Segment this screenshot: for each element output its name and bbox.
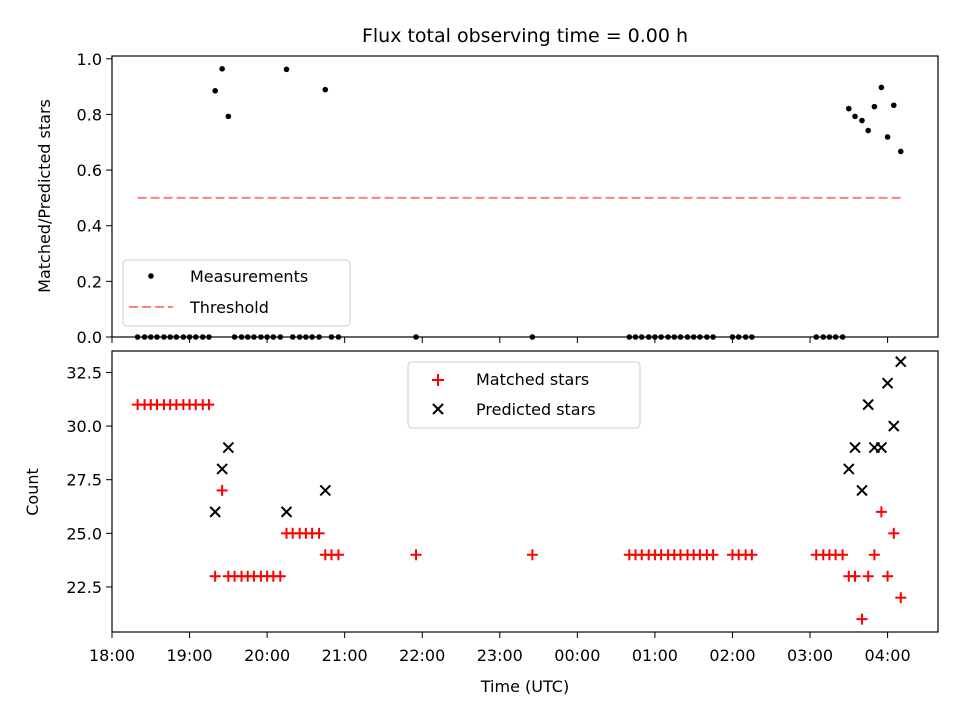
predicted-star-point <box>888 420 900 432</box>
matched-star-point <box>849 570 861 582</box>
legend-predicted-marker <box>432 403 444 415</box>
bottom-y-axis-label: Count <box>23 468 42 516</box>
bottom-x-tick-label: 02:00 <box>709 646 755 665</box>
matched-star-point <box>837 549 849 561</box>
predicted-star-point <box>881 377 894 389</box>
predicted-star-point <box>875 441 888 454</box>
bottom-x-tick-label: 04:00 <box>865 646 911 665</box>
matched-star-point <box>888 527 900 539</box>
top-y-tick-label: 0.0 <box>77 328 102 347</box>
matched-star-point <box>209 570 221 582</box>
matched-star-point <box>203 399 215 411</box>
bottom-x-ticks: 18:00 19:00 20:00 21:00 22:00 23:00 00:00 01:00… <box>89 632 911 665</box>
predicted-star-point <box>895 356 907 368</box>
matched-star-point <box>882 570 894 582</box>
top-x-ticks <box>111 337 889 343</box>
legend-matched-label: Matched stars <box>476 370 589 389</box>
predicted-star-point <box>856 484 868 497</box>
measurement-point <box>871 103 878 110</box>
top-plot-frame <box>111 55 939 338</box>
bottom-plot-area: 22.5 25.0 27.5 30.0 32.5 18:00 19:00 20:00 21:0… <box>23 350 939 696</box>
measurement-point <box>890 102 897 109</box>
bottom-legend-box <box>407 361 641 429</box>
legend-threshold-label: Threshold <box>189 298 269 317</box>
matched-star-point <box>746 549 758 561</box>
top-y-ticks: 0.0 0.2 0.4 0.6 0.8 1.0 <box>77 50 112 347</box>
matched-star-point <box>707 549 719 561</box>
predicted-star-point <box>216 463 228 475</box>
bottom-x-tick-label: 03:00 <box>787 646 833 665</box>
measurement-point <box>219 65 225 72</box>
matched-star-point <box>274 570 286 582</box>
legend-matched-marker <box>432 374 444 386</box>
top-plot-area: 0.0 0.2 0.4 0.6 0.8 1.0 Matched/Predicted sta… <box>35 50 939 347</box>
bottom-x-tick-label: 18:00 <box>89 646 135 665</box>
matched-star-point <box>313 527 325 539</box>
measurement-point <box>897 148 904 155</box>
top-y-tick-label: 0.2 <box>77 272 102 291</box>
bottom-y-tick-label: 27.5 <box>66 471 102 490</box>
top-y-axis-label: Matched/Predicted stars <box>35 99 54 293</box>
matched-star-point <box>410 549 422 561</box>
bottom-y-tick-label: 25.0 <box>66 524 102 543</box>
matched-star-point <box>875 506 887 518</box>
measurement-point <box>322 86 329 93</box>
bottom-y-ticks: 22.5 25.0 27.5 30.0 32.5 <box>66 363 112 597</box>
predicted-star-point <box>843 463 855 475</box>
measurement-point <box>846 105 852 112</box>
legend-predicted-label: Predicted stars <box>476 400 596 419</box>
matched-star-point <box>332 549 344 561</box>
predicted-star-point <box>862 398 874 411</box>
measurement-point <box>283 66 290 73</box>
top-legend: Measurements Threshold <box>122 259 351 327</box>
predicted-star-point <box>222 441 235 454</box>
predicted-star-point <box>319 484 331 497</box>
measurement-point <box>212 87 218 94</box>
measurement-point <box>859 117 865 124</box>
bottom-y-tick-label: 30.0 <box>66 417 102 436</box>
bottom-x-tick-label: 23:00 <box>477 646 523 665</box>
bottom-x-tick-label: 22:00 <box>399 646 445 665</box>
top-y-tick-label: 1.0 <box>77 50 102 69</box>
top-y-tick-label: 0.8 <box>77 105 102 124</box>
measurement-point <box>225 113 232 120</box>
matched-star-point <box>895 592 907 604</box>
measurement-point <box>878 84 885 91</box>
bottom-x-tick-label: 21:00 <box>322 646 368 665</box>
legend-measurements-marker <box>148 273 154 279</box>
bottom-x-tick-label: 01:00 <box>632 646 678 665</box>
top-chart-title: Flux total observing time = 0.00 h <box>362 25 688 47</box>
bottom-y-tick-label: 32.5 <box>66 363 102 382</box>
measurement-point <box>884 134 891 140</box>
bottom-y-tick-label: 22.5 <box>66 578 102 597</box>
bottom-plot-frame <box>111 350 939 633</box>
predicted-star-point <box>280 506 293 518</box>
top-y-tick-label: 0.6 <box>77 161 102 180</box>
bottom-x-tick-label: 00:00 <box>554 646 600 665</box>
bottom-x-tick-label: 19:00 <box>167 646 213 665</box>
legend-measurements-label: Measurements <box>190 267 308 286</box>
bottom-x-tick-label: 20:00 <box>244 646 290 665</box>
top-data-layer <box>134 65 904 340</box>
matched-star-point <box>526 549 538 561</box>
bottom-data-layer <box>132 356 907 625</box>
top-y-tick-label: 0.4 <box>77 217 102 236</box>
matched-star-point <box>216 484 228 496</box>
top-legend-box <box>122 259 351 327</box>
matched-star-point <box>868 549 880 561</box>
measurement-point <box>865 127 871 134</box>
bottom-legend: Matched stars Predicted stars <box>407 361 641 429</box>
predicted-star-point <box>849 441 861 454</box>
matched-star-point <box>862 570 874 582</box>
matched-star-point <box>856 613 868 625</box>
measurement-point <box>852 113 858 120</box>
predicted-star-point <box>209 506 221 518</box>
bottom-x-axis-label: Time (UTC) <box>480 677 569 696</box>
